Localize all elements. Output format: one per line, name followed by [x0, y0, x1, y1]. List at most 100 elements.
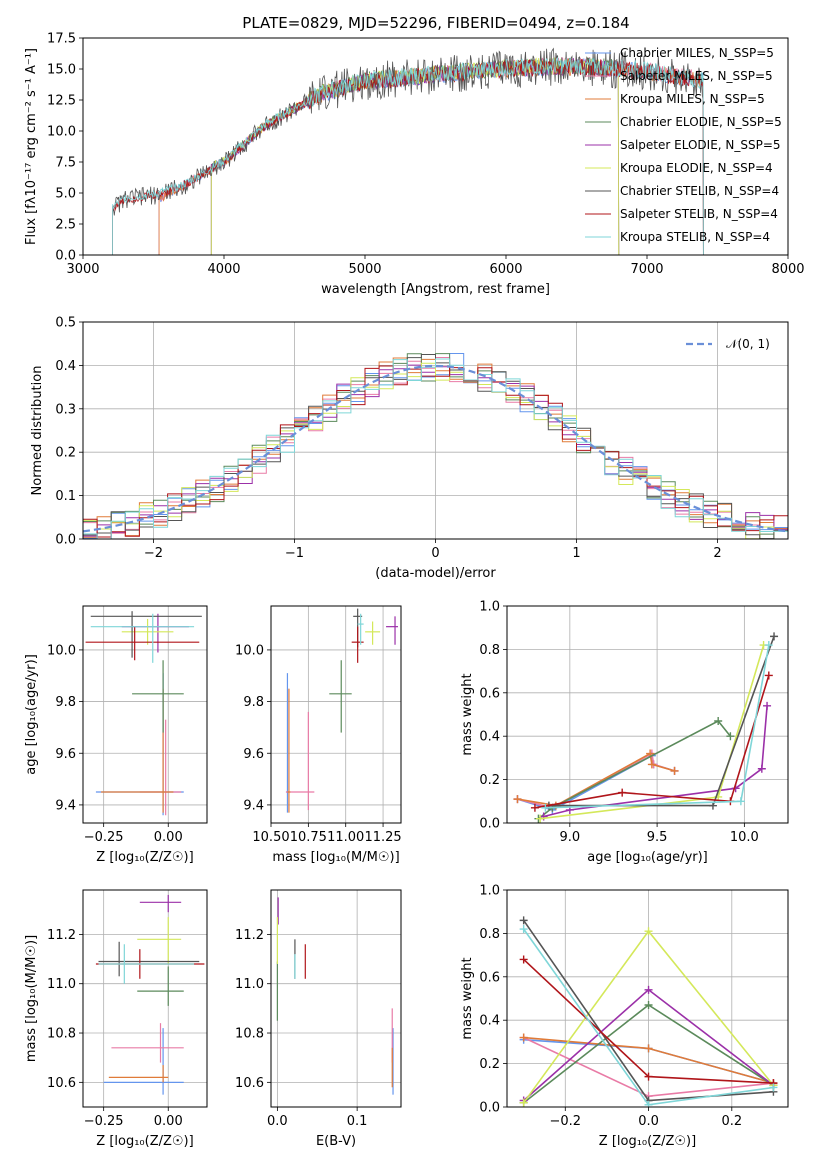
- y-tick-label: 0.0: [55, 533, 76, 548]
- plus-marker: [519, 916, 528, 925]
- y-tick-label: 7.5: [55, 156, 76, 171]
- legend-entry: Kroupa MILES, N_SSP=5: [620, 92, 765, 106]
- plus-marker: [513, 795, 522, 804]
- error-bar-point: [139, 719, 182, 816]
- age-vs-metallicity-panel: −0.25 0.00 9.4 9.6 9.8 10.0 Z [log₁₀(Z/Z☉)] age…: [24, 605, 208, 865]
- axes-frame: [82, 889, 208, 1108]
- y-tick-label: 0.8: [479, 643, 500, 658]
- error-bar-point: [139, 894, 182, 913]
- plus-marker: [644, 1100, 653, 1107]
- x-tick-label: −0.25: [84, 830, 124, 845]
- spectrum-series-line: [210, 56, 620, 255]
- x-axis-label: Z [log₁₀(Z/Z☉)]: [96, 850, 193, 865]
- x-tick-label: 0.1: [347, 1114, 368, 1129]
- error-bar-point: [121, 618, 174, 645]
- mass-weight-line: [534, 675, 770, 809]
- plus-marker: [763, 701, 772, 710]
- y-tick-label: 0.5: [55, 316, 76, 331]
- y-tick-label: 0.3: [55, 402, 76, 417]
- x-tick-label: 8000: [771, 262, 804, 277]
- error-bar-point: [365, 621, 381, 645]
- y-tick-label: 0.4: [479, 1014, 500, 1029]
- y-tick-label: 0.2: [55, 446, 76, 461]
- plus-marker: [726, 732, 735, 741]
- plus-marker: [736, 797, 745, 806]
- plus-marker: [536, 814, 545, 823]
- x-tick-label: 10.0: [730, 830, 759, 845]
- error-bar-point: [137, 966, 184, 1006]
- x-axis-label: E(B-V): [316, 1134, 356, 1149]
- y-tick-label: 11.0: [47, 977, 76, 992]
- x-tick-label: 1: [572, 546, 580, 561]
- spectrum-series-line: [210, 58, 620, 255]
- y-axis-label: Normed distribution: [30, 366, 45, 496]
- x-tick-label: 10.75: [290, 830, 327, 845]
- mass-vs-reddening-panel: 0.0 0.1 10.6 10.8 11.0 11.2 E(B-V): [235, 889, 402, 1149]
- plus-marker: [519, 1033, 528, 1042]
- x-tick-label: 10.50: [252, 830, 289, 845]
- axes-frame: [270, 605, 402, 824]
- error-bar-point: [132, 660, 184, 733]
- x-axis-label: Z [log₁₀(Z/Z☉)]: [96, 1134, 193, 1149]
- plus-marker: [770, 632, 779, 641]
- y-tick-label: 0.4: [479, 730, 500, 745]
- legend-entry: Kroupa ELODIE, N_SSP=4: [620, 161, 773, 175]
- y-tick-label: 0.8: [479, 927, 500, 942]
- error-bar-point: [285, 711, 315, 811]
- y-tick-label: 0.1: [55, 489, 76, 504]
- error-bar-point: [111, 1023, 184, 1063]
- y-tick-label: 2.5: [55, 218, 76, 233]
- legend-entry: Salpeter ELODIE, N_SSP=5: [620, 138, 781, 152]
- x-tick-label: −0.25: [84, 1114, 124, 1129]
- y-tick-label: 9.6: [243, 747, 264, 762]
- y-tick-label: 5.0: [55, 187, 76, 202]
- plus-marker: [519, 925, 528, 934]
- plus-marker: [769, 1083, 778, 1092]
- y-tick-label: 0.6: [479, 970, 500, 985]
- error-bar-point: [351, 626, 364, 663]
- error-bar-point: [90, 613, 195, 663]
- spectrum-panel: 3000 4000 5000 6000 7000 8000 0.0 2.5 5.0 7.5 10.0…: [24, 32, 805, 298]
- y-tick-label: 10.0: [47, 643, 76, 658]
- error-bar-point: [108, 1065, 169, 1083]
- axes-frame: [270, 889, 402, 1108]
- mass-weight-vs-metallicity-panel: −0.2 0.0 0.2 0.0 0.2 0.4 0.6 0.8 1.0 Z [log₁₀(Z/Z…: [460, 884, 789, 1149]
- error-bar-point: [95, 673, 184, 816]
- residual-histogram: [83, 365, 788, 539]
- y-tick-label: 11.0: [235, 977, 264, 992]
- y-tick-label: 0.0: [479, 1101, 500, 1116]
- y-tick-label: 17.5: [47, 32, 76, 47]
- error-bar-point: [98, 941, 200, 977]
- y-tick-label: 9.4: [243, 798, 264, 813]
- error-bar-point: [90, 611, 202, 658]
- age-vs-mass-panel: 10.50 10.75 11.00 11.25 9.4 9.6 9.8 10.0 mass [l…: [235, 605, 402, 865]
- plus-marker: [714, 717, 723, 726]
- plus-marker: [644, 985, 653, 994]
- x-tick-label: 7000: [630, 262, 663, 277]
- x-tick-label: 0: [431, 546, 439, 561]
- y-tick-label: 10.0: [235, 643, 264, 658]
- plus-marker: [644, 1044, 653, 1053]
- x-tick-label: 0.2: [721, 1114, 742, 1129]
- axes-frame: [82, 37, 789, 256]
- plus-marker: [541, 803, 550, 812]
- plus-marker: [618, 788, 627, 797]
- error-bar-point: [98, 944, 195, 984]
- error-bar-point: [329, 660, 352, 733]
- error-bar-point: [103, 1028, 184, 1095]
- x-tick-label: −2: [144, 546, 163, 561]
- normal-curve: [83, 364, 788, 533]
- axes-frame: [82, 321, 789, 540]
- plus-marker: [644, 927, 653, 936]
- y-tick-label: 0.2: [479, 1057, 500, 1072]
- plus-marker: [519, 1098, 528, 1107]
- error-bar-point: [386, 616, 399, 645]
- error-bar-point: [287, 688, 291, 813]
- y-tick-label: 1.0: [479, 884, 500, 899]
- x-axis-label: mass [log₁₀(M/M☉)]: [272, 850, 399, 865]
- mass-weight-line: [537, 719, 732, 820]
- x-axis-label: wavelength [Angstrom, rest frame]: [321, 282, 550, 297]
- y-axis-label: mass [log₁₀(M/M☉)]: [24, 935, 39, 1062]
- spectrum-series-line: [112, 57, 704, 255]
- y-axis-label: age [log₁₀(age/yr)]: [24, 654, 39, 775]
